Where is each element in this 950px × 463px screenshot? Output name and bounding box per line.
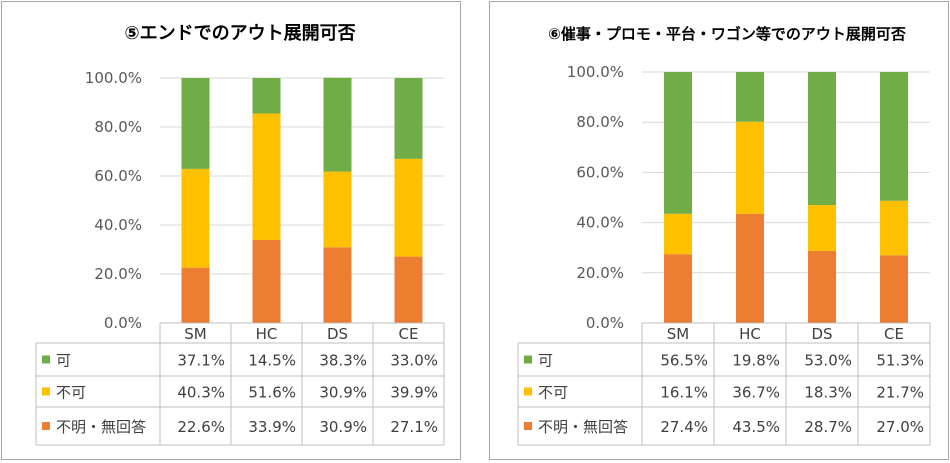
chart-end-out-display: ⑤エンドでのアウト展開可否 0.0% 20.0% 40.0% 60.0% 80.0% 100… xyxy=(35,23,445,446)
legend-label: 不可 xyxy=(56,384,86,402)
y-tick-label: 0.0% xyxy=(586,314,624,332)
legend-label: 可 xyxy=(56,352,71,370)
legend-key xyxy=(42,422,50,430)
category-label: CE xyxy=(884,325,904,343)
chart-title: ⑤エンドでのアウト展開可否 xyxy=(124,23,355,44)
bar-segment xyxy=(323,247,352,323)
bar-segment xyxy=(252,78,281,114)
bar-segment xyxy=(323,171,352,248)
data-label: 51.6% xyxy=(248,384,296,402)
data-label: 28.7% xyxy=(804,418,852,436)
bar-segment xyxy=(808,72,836,206)
bar-segment xyxy=(323,77,352,172)
bar-segment xyxy=(664,72,692,214)
data-label: 27.1% xyxy=(390,418,438,436)
legend-key xyxy=(524,422,532,430)
bar-segment xyxy=(394,158,423,257)
bar-segment xyxy=(736,72,764,122)
category-label: DS xyxy=(327,325,348,343)
category-label: HC xyxy=(256,325,278,343)
bar-segment xyxy=(808,250,836,323)
legend-label: 不明・無回答 xyxy=(56,418,146,436)
legend-key xyxy=(42,355,50,364)
data-label: 16.1% xyxy=(660,384,708,402)
y-tick-label: 40.0% xyxy=(94,216,142,234)
bar-segment xyxy=(880,72,908,201)
chart-panel-right: ⑥催事・プロモ・平台・ワゴン等でのアウト展開可否 0.0% 20.0% 40.0% 60… xyxy=(489,1,949,460)
data-label: 21.7% xyxy=(876,384,924,402)
y-tick-label: 20.0% xyxy=(94,265,142,283)
bar-segment xyxy=(181,168,210,268)
bar-segment xyxy=(736,213,764,323)
chart-panel-left: ⑤エンドでのアウト展開可否 0.0% 20.0% 40.0% 60.0% 80.0% 100… xyxy=(1,1,461,460)
data-label: 27.4% xyxy=(660,418,708,436)
legend-key xyxy=(524,355,532,364)
legend-key xyxy=(524,387,532,396)
data-label: 36.7% xyxy=(732,384,780,402)
bar-segment xyxy=(394,78,423,159)
data-label: 39.9% xyxy=(390,384,438,402)
bar-segment xyxy=(181,267,210,323)
bar-segment xyxy=(736,121,764,214)
y-tick-label: 100.0% xyxy=(85,69,142,87)
data-label: 37.1% xyxy=(177,352,225,370)
category-label: SM xyxy=(667,325,689,343)
legend-label: 不明・無回答 xyxy=(538,418,628,436)
bar-segment xyxy=(880,200,908,256)
data-label: 33.0% xyxy=(390,352,438,370)
chart-title: ⑥催事・プロモ・平台・ワゴン等でのアウト展開可否 xyxy=(548,25,906,43)
y-tick-label: 80.0% xyxy=(94,118,142,136)
data-label: 27.0% xyxy=(876,418,924,436)
y-tick-label: 60.0% xyxy=(94,167,142,185)
y-tick-label: 80.0% xyxy=(576,113,624,131)
data-label: 51.3% xyxy=(876,352,924,370)
data-label: 19.8% xyxy=(732,352,780,370)
legend-label: 可 xyxy=(538,352,553,370)
category-label: CE xyxy=(399,325,419,343)
data-label: 30.9% xyxy=(319,384,367,402)
data-label: 14.5% xyxy=(248,352,296,370)
y-tick-label: 60.0% xyxy=(576,163,624,181)
data-label: 22.6% xyxy=(177,418,225,436)
bar-segment xyxy=(664,254,692,323)
data-label: 43.5% xyxy=(732,418,780,436)
bar-segment xyxy=(880,255,908,323)
y-tick-label: 20.0% xyxy=(576,264,624,282)
bar-segment xyxy=(181,78,210,169)
category-label: HC xyxy=(739,325,761,343)
data-label: 30.9% xyxy=(319,418,367,436)
category-label: SM xyxy=(184,325,206,343)
data-label: 38.3% xyxy=(319,352,367,370)
bar-segment xyxy=(394,256,423,323)
bar-segment xyxy=(252,239,281,323)
data-label: 18.3% xyxy=(804,384,852,402)
bar-segment xyxy=(252,113,281,240)
data-label: 53.0% xyxy=(804,352,852,370)
data-label: 40.3% xyxy=(177,384,225,402)
bar-segment xyxy=(808,205,836,251)
legend-label: 不可 xyxy=(538,384,568,402)
category-label: DS xyxy=(811,325,832,343)
y-tick-label: 0.0% xyxy=(104,314,142,332)
chart-event-out-display: ⑥催事・プロモ・平台・ワゴン等でのアウト展開可否 0.0% 20.0% 40.0% 60… xyxy=(517,25,931,446)
bar-segment xyxy=(664,213,692,255)
y-tick-label: 100.0% xyxy=(567,63,624,81)
data-label: 56.5% xyxy=(660,352,708,370)
legend-key xyxy=(42,387,50,396)
data-label: 33.9% xyxy=(248,418,296,436)
y-tick-label: 40.0% xyxy=(576,214,624,232)
